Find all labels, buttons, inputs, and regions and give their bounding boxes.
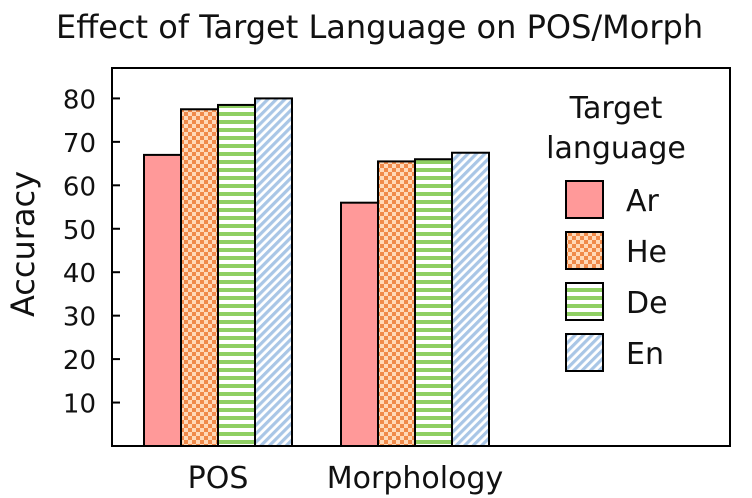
y-tick-label: 70 <box>63 129 96 159</box>
y-ticks: 10 20 30 40 50 60 70 80 <box>63 85 120 420</box>
y-tick-label: 20 <box>63 346 96 376</box>
bar-en-morphology <box>451 151 490 447</box>
legend: Target language Ar He De En <box>546 91 686 372</box>
legend-label: De <box>626 286 668 321</box>
y-tick-label: 50 <box>63 216 96 246</box>
y-tick-label: 40 <box>63 259 96 289</box>
legend-swatch-en <box>565 333 604 372</box>
bar-ar-pos <box>143 153 182 447</box>
y-tick-label: 80 <box>63 85 96 115</box>
y-axis-label: Accuracy <box>4 171 42 317</box>
legend-swatch-he <box>565 231 604 270</box>
legend-label: En <box>626 337 664 372</box>
bar-ar-morphology <box>340 201 379 447</box>
legend-label: He <box>626 235 667 270</box>
bar-de-morphology <box>414 158 453 447</box>
x-tick-label: Morphology <box>327 461 503 496</box>
x-tick-label: POS <box>188 461 249 496</box>
legend-title: language <box>546 131 686 166</box>
chart-title: Effect of Target Language on POS/Morph <box>56 8 703 46</box>
legend-title: Target <box>569 91 663 126</box>
bars <box>143 97 490 448</box>
bar-he-pos <box>180 108 219 448</box>
legend-swatch-de <box>565 282 604 321</box>
bar-de-pos <box>217 103 256 448</box>
legend-label: Ar <box>626 184 660 219</box>
y-tick-label: 60 <box>63 172 96 202</box>
x-ticks: POS Morphology <box>188 461 504 496</box>
bar-he-morphology <box>377 160 416 447</box>
y-tick-label: 10 <box>63 390 96 420</box>
bar-en-pos <box>254 97 293 448</box>
legend-swatch-ar <box>565 180 604 219</box>
y-tick-label: 30 <box>63 303 96 333</box>
